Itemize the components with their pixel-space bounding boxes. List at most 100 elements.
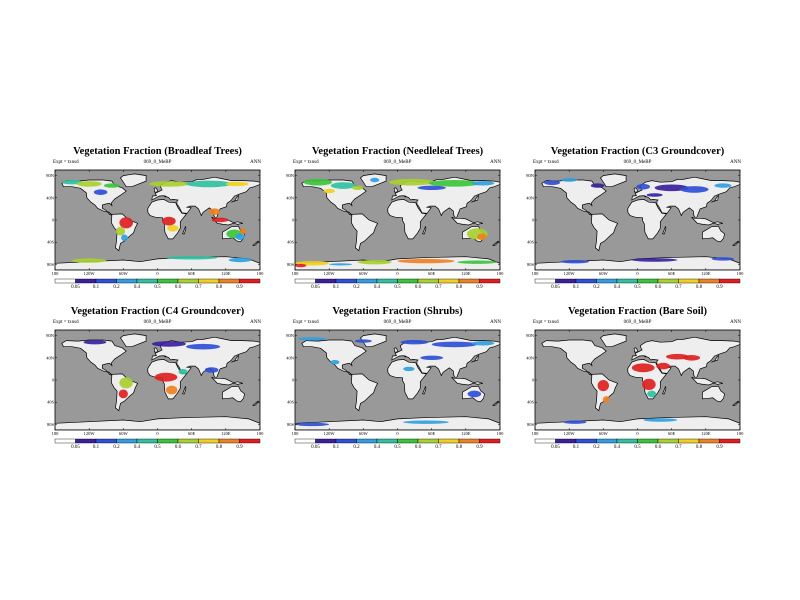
vegetation-patch [467,390,482,398]
land-south-america [591,373,619,412]
run-label: 069_0_MeBP [623,160,652,165]
land-antarctica [535,416,740,430]
vegetation-patch [403,420,449,424]
colorbar-swatch [157,278,179,284]
land-africa [387,199,428,240]
colorbar-label: 0.1 [333,285,340,290]
vegetation-patch [590,183,605,188]
x-tick-label: 120E [701,431,711,436]
colorbar-label: 0.9 [236,445,243,450]
colorbar-swatch [657,278,679,284]
vegetation-patch [643,418,678,422]
vegetation-patch [636,183,650,190]
x-tick-label: 0 [156,271,159,276]
colorbar-swatch [177,278,199,284]
y-tick-label: 0 [532,378,535,383]
land-indonesia [691,376,723,386]
expt-label: Expt = txnsd [533,320,559,325]
land-new-zealand [732,400,740,406]
colorbar-label: 0.05 [551,445,560,450]
colorbar-label: 0.4 [134,285,141,290]
expt-label: Expt = txnsd [533,160,559,165]
colorbar-label: 0.1 [573,445,580,450]
colorbar-swatch [657,438,679,444]
land-greenland [360,333,387,348]
y-tick-label: 40S [287,400,295,405]
colorbar-swatch [596,278,618,284]
colorbar-label: 0.05 [551,285,560,290]
y-tick-label: 40N [286,355,295,360]
colorbar-label: 0.8 [456,285,463,290]
vegetation-patch [646,193,663,197]
colorbar-label: 0.1 [93,445,100,450]
colorbar-swatch [294,278,316,284]
y-tick-label: 80N [526,333,535,338]
vegetation-patch [151,341,186,347]
x-tick-label: 180 [292,271,300,276]
colorbar-swatch [534,438,556,444]
colorbar-swatch [239,438,261,444]
vegetation-patch [297,337,327,341]
vegetation-patch [403,366,415,372]
colorbar-swatch [575,438,597,444]
colorbar-label: 0.05 [71,445,80,450]
vegetation-patch [323,188,335,194]
colorbar-label: 0.5 [154,445,161,450]
x-tick-label: 180 [532,431,540,436]
colorbar-swatch [555,438,577,444]
land-britain [393,347,399,353]
vegetation-patch [642,378,656,390]
y-tick-label: 40S [527,240,535,245]
land-greenland [120,333,147,348]
vegetation-patch [370,177,380,183]
vegetation-patch [666,353,689,360]
colorbar-label: 0.4 [374,285,381,290]
colorbar-swatch [575,278,597,284]
y-tick-label: 0 [292,218,295,223]
colorbar-label: 0.2 [353,285,360,290]
colorbar-swatch [417,438,439,444]
vegetation-patch [121,234,128,242]
colorbar-swatch [438,438,460,444]
y-tick-label: 40S [47,240,55,245]
land-north-america [61,179,127,216]
x-tick-label: 120W [564,271,576,276]
panel-title: Vegetation Fraction (Bare Soil) [567,306,708,317]
land-eurasia [151,176,260,220]
land-antarctica [295,416,500,430]
period-label: ANN [250,160,261,165]
land-britain [633,187,639,193]
colorbar-swatch [136,278,158,284]
x-tick-label: 60W [119,271,129,276]
y-tick-label: 40S [527,400,535,405]
x-tick-label: 60E [428,431,436,436]
colorbar-swatch [376,278,398,284]
colorbar-label: 0.9 [236,285,243,290]
period-label: ANN [250,320,261,325]
colorbar-label: 0.5 [394,445,401,450]
x-tick-label: 60E [188,431,196,436]
land-australia [702,225,725,243]
vegetation-patch [563,420,587,424]
land-britain [633,347,639,353]
y-tick-label: 40N [286,195,295,200]
colorbar-label: 0.7 [675,445,682,450]
vegetation-patch [683,355,701,361]
colorbar-swatch [198,278,220,284]
colorbar-swatch [376,438,398,444]
colorbar-swatch [479,438,501,444]
vegetation-patch [178,368,188,375]
colorbar-label: 0.2 [113,285,120,290]
vegetation-patch [119,217,133,229]
vegetation-patch [303,178,332,186]
x-tick-label: 120E [221,271,231,276]
vegetation-patch [330,360,340,365]
x-tick-label: 120W [84,271,96,276]
land-new-zealand [252,240,260,246]
land-africa [627,199,668,240]
y-tick-label: 80S [527,422,535,427]
vegetation-patch [471,341,495,346]
land-australia [702,385,725,403]
x-tick-label: 60E [668,271,676,276]
vegetation-patch [72,258,107,263]
